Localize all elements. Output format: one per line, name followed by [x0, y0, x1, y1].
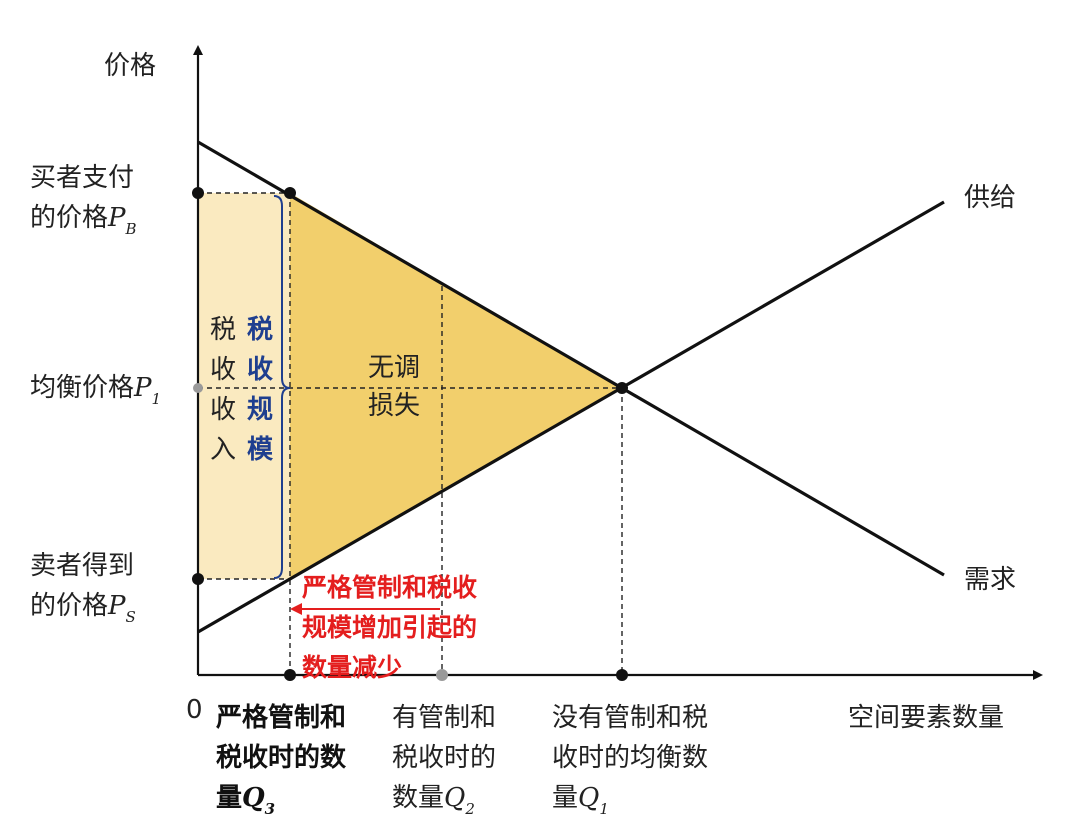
- tax-scale-char-4: 模: [247, 435, 274, 465]
- q3-axis-point: [284, 669, 296, 681]
- pb-label-line2: 的价格PB: [30, 203, 137, 238]
- tax-revenue-char-4: 入: [210, 435, 236, 465]
- y-axis-label: 价格: [104, 51, 156, 81]
- demand-label: 需求: [964, 565, 1016, 595]
- q1-label-line1: 没有管制和税: [552, 703, 708, 733]
- tax-revenue-char-2: 收: [210, 355, 236, 385]
- deadweight-label-line1: 无调: [368, 353, 420, 383]
- q2-label-line1: 有管制和: [392, 703, 496, 733]
- demand-curve: [197, 140, 945, 577]
- supply-curve: [197, 200, 945, 634]
- ps-label-line2: 的价格PS: [30, 591, 136, 626]
- reduction-label-line3: 数量减少: [302, 653, 402, 682]
- q1-label-line2: 收时的均衡数: [552, 743, 708, 773]
- tax-scale-char-3: 规: [247, 395, 273, 425]
- pb-label-line1: 买者支付: [30, 163, 134, 193]
- pb-axis-point: [192, 187, 204, 199]
- p1-axis-point: [193, 383, 203, 393]
- q3-label-line3: 量Q3: [216, 783, 275, 818]
- tax-revenue-char-1: 税: [210, 315, 236, 345]
- q3-label-line1: 严格管制和: [216, 702, 346, 733]
- tax-scale-char-1: 税: [247, 315, 273, 345]
- q1-label-line3: 量Q1: [552, 783, 609, 818]
- tax-scale-char-2: 收: [247, 355, 273, 385]
- tax-revenue-char-3: 收: [210, 395, 236, 425]
- deadweight-loss-area: [290, 193, 622, 579]
- origin-label: 0: [186, 695, 203, 725]
- q2-axis-point: [436, 669, 448, 681]
- x-axis-label: 空间要素数量: [848, 703, 1004, 733]
- equilibrium-point: [616, 382, 628, 394]
- deadweight-label-line2: 损失: [368, 391, 420, 421]
- ps-label-line1: 卖者得到: [30, 551, 134, 581]
- q2-label-line3: 数量Q2: [392, 783, 475, 818]
- demand-at-q3-point: [284, 187, 296, 199]
- reduction-label-line2: 规模增加引起的: [302, 613, 477, 642]
- q1-axis-point: [616, 669, 628, 681]
- q3-label-line2: 税收时的数: [216, 742, 347, 773]
- ps-axis-point: [192, 573, 204, 585]
- q2-label-line2: 税收时的: [392, 743, 496, 773]
- p1-label: 均衡价格P1: [30, 373, 161, 408]
- tax-revenue-area: [198, 193, 290, 579]
- tax-scale-brace: [273, 195, 291, 579]
- quantity-reduction-arrowhead: [290, 603, 302, 615]
- supply-label: 供给: [964, 183, 1016, 213]
- reduction-label-line1: 严格管制和税收: [302, 573, 477, 602]
